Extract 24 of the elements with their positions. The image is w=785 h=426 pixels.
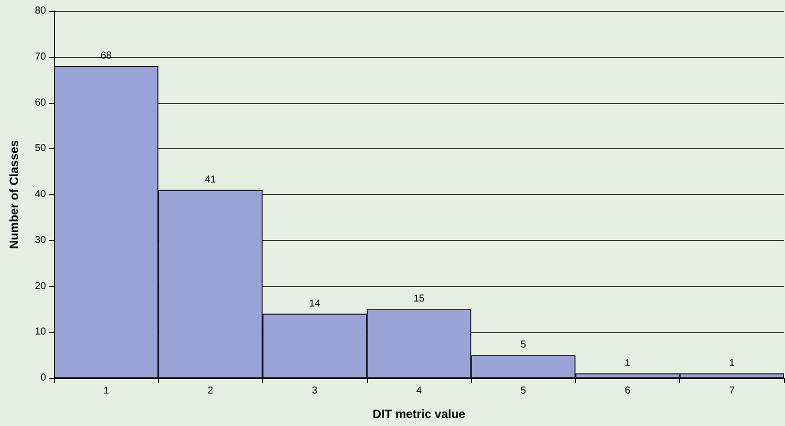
- x-tick-label: 6: [624, 386, 631, 396]
- y-tick-label: 80: [34, 6, 46, 16]
- y-tick-label: 40: [34, 189, 46, 200]
- y-tick-label: 50: [34, 143, 46, 154]
- x-tick-label: 3: [312, 386, 318, 396]
- x-tick-label: 1: [103, 386, 110, 396]
- x-tick-label: 2: [208, 386, 214, 396]
- y-axis-title: Number of Classes: [7, 140, 21, 249]
- x-tick-label: 7: [729, 386, 736, 396]
- y-tick-label: 60: [34, 97, 46, 108]
- x-tick-label: 4: [416, 386, 422, 396]
- y-tick-label: 20: [34, 280, 46, 292]
- y-tick-label: 10: [34, 326, 46, 338]
- x-tick-label: 5: [520, 386, 527, 396]
- x-axis-title: DIT metric value: [372, 407, 466, 421]
- y-tick-label: 30: [34, 234, 46, 246]
- data-label: 1: [729, 358, 736, 369]
- data-label: 1: [624, 358, 631, 369]
- data-label: 41: [204, 174, 216, 186]
- y-tick-label: 0: [40, 372, 46, 384]
- y-tick-label: 70: [34, 51, 46, 62]
- data-label: 5: [520, 340, 527, 351]
- data-label: 14: [309, 298, 321, 310]
- data-label: 15: [413, 294, 425, 305]
